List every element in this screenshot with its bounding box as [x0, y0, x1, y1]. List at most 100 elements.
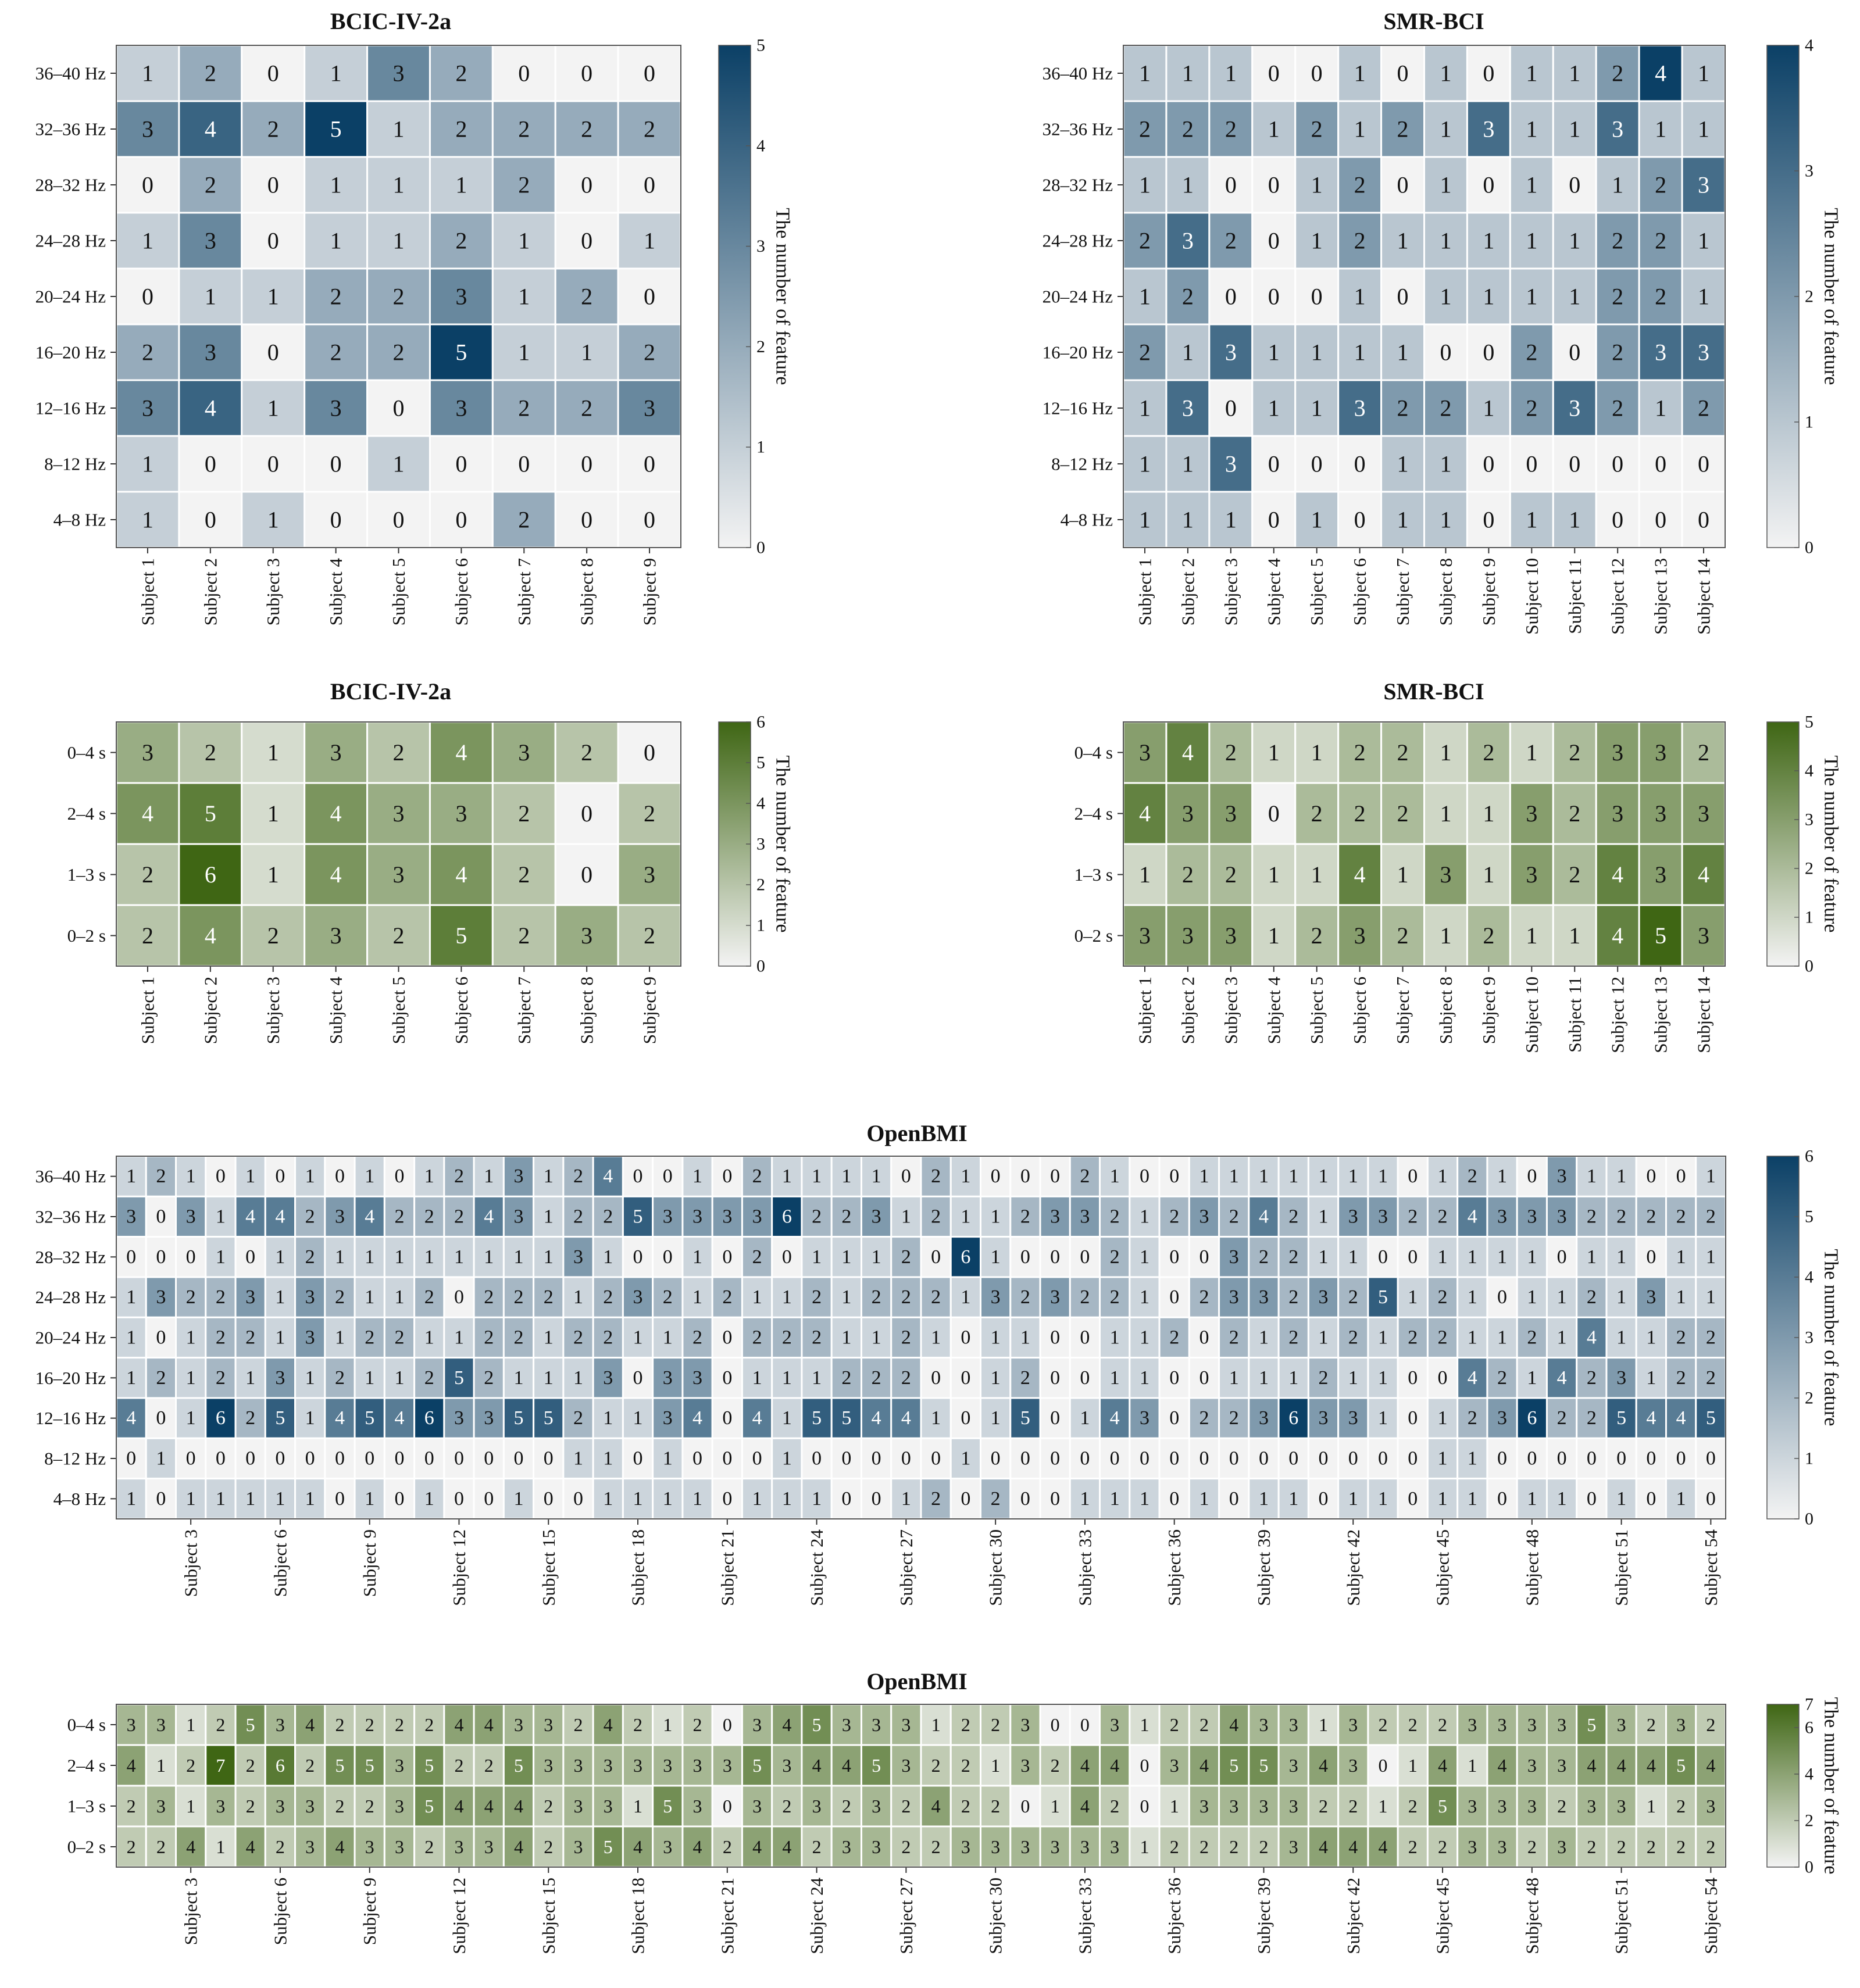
cell-value-label: 3	[1698, 800, 1709, 827]
heatmap-cell	[617, 323, 682, 381]
cell-value-label: 0	[1483, 172, 1494, 198]
cell-value-label: 1	[1527, 1286, 1537, 1308]
heatmap-cell	[554, 721, 619, 784]
cell-value-label: 1	[1497, 1246, 1507, 1268]
heatmap-cell	[1595, 843, 1640, 906]
colorbar-tick-label: 2	[1805, 1811, 1813, 1830]
cell-value-label: 2	[393, 739, 405, 766]
x-tick-label: Subject 3	[263, 558, 283, 625]
colorbar-tick-label: 1	[756, 438, 765, 457]
heatmap-cell	[562, 1785, 594, 1828]
heatmap-cell	[294, 1437, 326, 1480]
cell-value-label: 0	[1140, 1165, 1149, 1187]
cell-value-label: 2	[812, 1836, 822, 1857]
cell-value-label: 4	[633, 1836, 642, 1857]
cell-value-label: 1	[1348, 1246, 1358, 1268]
cell-value-label: 2	[1051, 1755, 1060, 1776]
heatmap-cell	[1466, 212, 1511, 270]
cell-value-label: 0	[1050, 1246, 1060, 1268]
cell-value-label: 0	[394, 1488, 404, 1510]
cell-value-label: 1	[1199, 1488, 1209, 1510]
cell-value-label: 3	[1289, 1836, 1298, 1857]
cell-value-label: 0	[961, 1367, 970, 1389]
cell-value-label: 0	[1587, 1448, 1597, 1469]
cell-value-label: 1	[1110, 1367, 1120, 1389]
cell-value-label: 1	[1655, 116, 1666, 142]
cell-value-label: 3	[330, 739, 342, 766]
cell-value-label: 2	[1676, 1327, 1686, 1349]
heatmap-cell	[533, 1236, 565, 1278]
colorbar-tick-label: 2	[756, 875, 765, 895]
heatmap-cell	[502, 1825, 535, 1868]
heatmap-cell	[830, 1316, 862, 1359]
heatmap-cell	[1552, 435, 1597, 493]
cell-value-label: 0	[782, 1246, 792, 1268]
cell-value-label: 0	[1268, 172, 1280, 198]
colorbar-label: The number of feature	[1820, 1249, 1842, 1426]
heatmap-cell	[241, 491, 306, 549]
colorbar-label: The number of feature	[1820, 756, 1842, 933]
heatmap-cell	[860, 1437, 892, 1480]
cell-value-label: 3	[1020, 1755, 1030, 1776]
cell-value-label: 2	[991, 1714, 1000, 1735]
cell-value-label: 3	[872, 1836, 881, 1857]
heatmap-cell	[1695, 1785, 1727, 1828]
heatmap-cell	[562, 1703, 594, 1746]
heatmap-cell	[1208, 721, 1254, 784]
cell-value-label: 2	[1348, 1327, 1358, 1349]
cell-value-label: 1	[142, 60, 153, 87]
heatmap-cell	[1218, 1703, 1250, 1746]
cell-value-label: 0	[633, 1165, 643, 1187]
cell-value-label: 3	[1139, 923, 1151, 949]
cell-value-label: 0	[142, 284, 153, 310]
cell-value-label: 1	[1468, 1286, 1477, 1308]
heatmap-cell	[652, 1236, 684, 1278]
cell-value-label: 1	[1182, 339, 1194, 366]
cell-value-label: 0	[514, 1448, 524, 1469]
heatmap-cell	[241, 435, 306, 493]
cell-value-label: 1	[991, 1327, 1001, 1349]
cell-value-label: 5	[424, 1796, 434, 1817]
cell-value-label: 0	[245, 1246, 255, 1268]
y-tick-label: 8–12 Hz	[1051, 454, 1113, 474]
cell-value-label: 0	[1646, 1488, 1656, 1510]
y-tick-label: 32–36 Hz	[1043, 119, 1113, 140]
cell-value-label: 0	[1378, 1246, 1388, 1268]
cell-value-label: 3	[1139, 739, 1151, 766]
cell-value-label: 1	[1527, 1246, 1537, 1268]
heatmap-cell	[1423, 491, 1468, 549]
cell-value-label: 1	[1440, 60, 1451, 87]
heatmap-cell	[920, 1703, 952, 1746]
cell-value-label: 3	[393, 800, 405, 827]
cell-value-label: 2	[455, 228, 467, 254]
x-tick-label: Subject 3	[1220, 977, 1241, 1044]
heatmap-cell	[366, 782, 431, 845]
cell-value-label: 0	[1354, 507, 1366, 533]
cell-value-label: 2	[752, 1327, 762, 1349]
heatmap-cell	[115, 156, 180, 214]
heatmap-cell	[1486, 1236, 1518, 1278]
cell-value-label: 2	[872, 1286, 881, 1308]
cell-value-label: 1	[275, 1327, 285, 1349]
cell-value-label: 1	[518, 228, 530, 254]
cell-value-label: 4	[1647, 1755, 1656, 1776]
cell-value-label: 3	[1170, 1755, 1179, 1776]
cell-value-label: 0	[1698, 507, 1709, 533]
cell-value-label: 3	[156, 1286, 166, 1308]
heatmap-cell	[1695, 1744, 1727, 1787]
heatmap-cell	[1595, 44, 1640, 102]
cell-value-label: 1	[1438, 1448, 1448, 1469]
cell-value-label: 1	[1698, 60, 1709, 87]
cell-value-label: 2	[1526, 339, 1537, 366]
cell-value-label: 1	[1526, 228, 1537, 254]
cell-value-label: 0	[1526, 451, 1537, 477]
x-tick-label: Subject 21	[717, 1878, 737, 1954]
cell-value-label: 2	[1616, 1206, 1626, 1228]
cell-value-label: 3	[1527, 1796, 1537, 1817]
cell-value-label: 1	[931, 1714, 941, 1735]
cell-value-label: 2	[644, 339, 655, 366]
cell-value-label: 2	[782, 1796, 791, 1817]
cell-value-label: 0	[1483, 60, 1494, 87]
cell-value-label: 0	[1169, 1488, 1179, 1510]
